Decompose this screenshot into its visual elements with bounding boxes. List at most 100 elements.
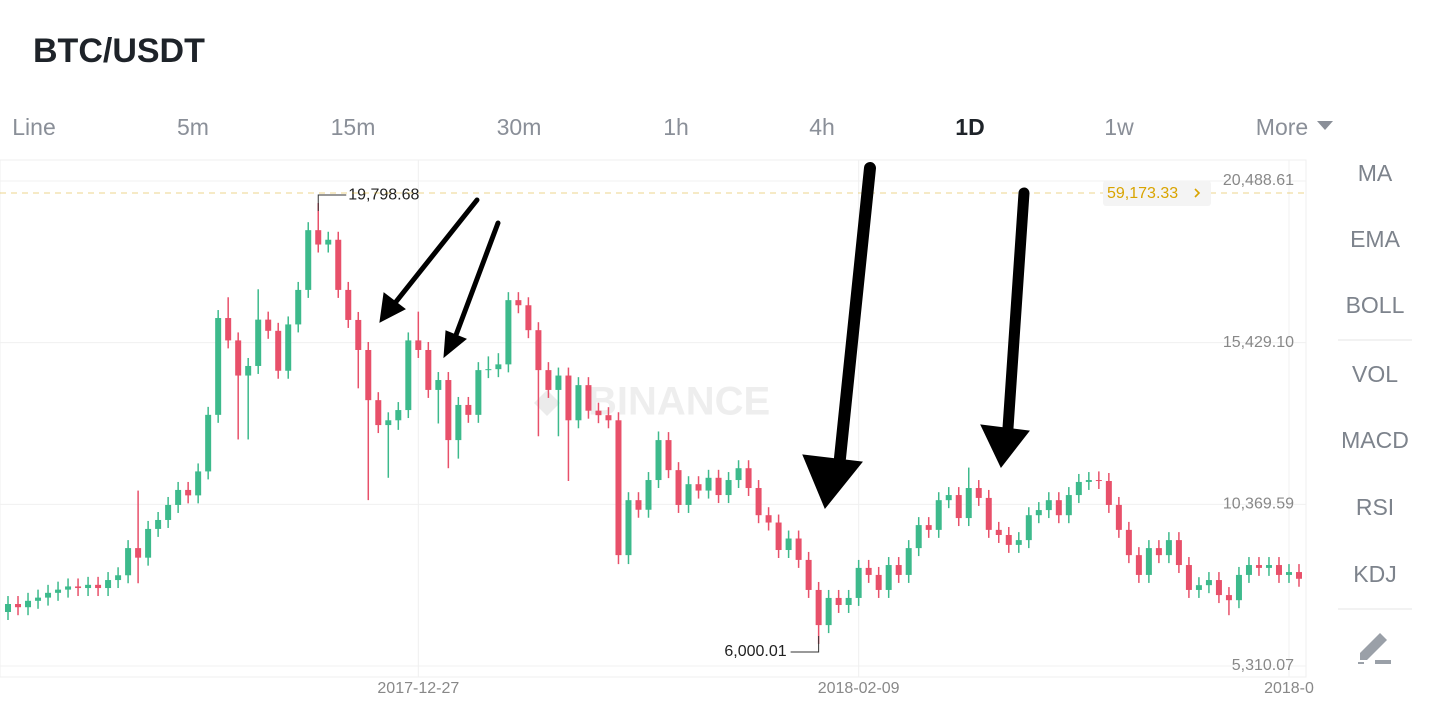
interval-tab[interactable]: More <box>1256 114 1308 140</box>
candle-body <box>1155 548 1162 556</box>
candle-body <box>1185 565 1192 590</box>
candle-body <box>295 289 302 325</box>
candle-body <box>205 414 212 472</box>
candle-body <box>15 604 22 608</box>
candle-body <box>825 597 832 626</box>
candle-body <box>1265 565 1272 568</box>
candle-body <box>1285 572 1292 575</box>
candle-body <box>435 380 442 390</box>
candle-body <box>35 597 42 601</box>
candle-body <box>1105 480 1112 505</box>
candle-body <box>625 500 632 556</box>
interval-tab[interactable]: 30m <box>497 114 542 140</box>
candle-body <box>45 592 52 598</box>
candle-body <box>1115 504 1122 530</box>
candle-body <box>195 471 202 496</box>
candle-body <box>785 538 792 551</box>
candle-body <box>1245 565 1252 575</box>
candle-body <box>1085 480 1092 482</box>
pair-title: BTC/USDT <box>33 32 205 70</box>
candle-body <box>1295 572 1302 579</box>
candle-body <box>155 519 162 529</box>
candle-body <box>1225 595 1232 601</box>
candle-body <box>995 529 1002 535</box>
candle-body <box>565 375 572 421</box>
indicator-item[interactable]: MACD <box>1341 427 1409 453</box>
candle-body <box>645 480 652 510</box>
interval-tabs: Line 5m 15m 30m 1h 4h 1D 1w More <box>12 114 1308 140</box>
candle-body <box>1195 585 1202 590</box>
axes: 5,310.07 10,369.59 15,429.10 20,488.61 2017-… <box>0 172 1314 697</box>
indicator-item[interactable]: BOLL <box>1346 292 1405 318</box>
candle-body <box>735 468 742 481</box>
price-tag-label: 59,173.33 <box>1107 185 1178 202</box>
candle-body <box>1165 540 1172 556</box>
candle-body <box>635 500 642 510</box>
candle-body <box>575 385 582 421</box>
candle-body <box>985 497 992 530</box>
candle-body <box>365 349 372 401</box>
candle-body <box>225 318 232 341</box>
candle-body <box>965 488 972 519</box>
y-tick-label: 20,488.61 <box>1223 172 1294 189</box>
candle-body <box>405 340 412 411</box>
candle-body <box>375 400 382 426</box>
candle-body <box>305 230 312 290</box>
candle-body <box>425 349 432 390</box>
candle-body <box>1065 495 1072 516</box>
candle-body <box>235 340 242 376</box>
max-label: 19,798.68 <box>348 186 419 203</box>
candle-body <box>285 324 292 371</box>
candle-body <box>1095 480 1102 482</box>
interval-tab[interactable]: 1h <box>663 114 689 140</box>
candle-body <box>775 522 782 551</box>
draw-tool-icon[interactable] <box>1358 633 1391 664</box>
indicator-item[interactable]: MA <box>1358 160 1393 186</box>
candle-body <box>1145 548 1152 575</box>
candle-body <box>1125 529 1132 556</box>
candle-body <box>695 484 702 491</box>
candle-body <box>445 380 452 441</box>
candle-body <box>1005 534 1012 545</box>
indicator-item[interactable]: KDJ <box>1353 561 1396 587</box>
indicator-item[interactable]: VOL <box>1352 361 1398 387</box>
indicator-item[interactable]: RSI <box>1356 494 1394 520</box>
candle-body <box>725 480 732 496</box>
candle-body <box>5 604 12 613</box>
interval-tab[interactable]: Line <box>12 114 55 140</box>
candle-body <box>535 330 542 371</box>
interval-tab[interactable]: 1D <box>955 114 984 140</box>
candle-body <box>545 370 552 390</box>
interval-tab[interactable]: 15m <box>331 114 376 140</box>
candle-body <box>345 289 352 320</box>
candle-body <box>1235 574 1242 601</box>
candle-body <box>145 528 152 558</box>
candle-body <box>455 404 462 441</box>
candle-body <box>1015 540 1022 545</box>
candle-body <box>1255 565 1262 568</box>
candle-body <box>975 488 982 498</box>
price-tag-chevron <box>1194 188 1201 198</box>
candle-body <box>175 489 182 505</box>
candle-body <box>715 477 722 496</box>
candle-body <box>415 340 422 350</box>
candle-body <box>65 586 72 590</box>
candle-body <box>845 597 852 605</box>
candle-body <box>1205 580 1212 586</box>
x-tick-label: 2018-0 <box>1264 680 1314 697</box>
candle-body <box>945 495 952 501</box>
indicator-item[interactable]: EMA <box>1350 226 1401 252</box>
candle-body <box>555 375 562 390</box>
candle-body <box>1055 500 1062 516</box>
candle-body <box>805 559 812 590</box>
candle-body <box>755 488 762 516</box>
candle-body <box>745 468 752 489</box>
candle-body <box>485 369 492 371</box>
more-caret[interactable] <box>1317 121 1333 130</box>
interval-tab[interactable]: 1w <box>1104 114 1134 140</box>
interval-tab[interactable]: 5m <box>177 114 209 140</box>
interval-tab[interactable]: 4h <box>809 114 835 140</box>
candle-body <box>585 385 592 411</box>
candle-body <box>465 404 472 415</box>
candle-body <box>925 525 932 530</box>
